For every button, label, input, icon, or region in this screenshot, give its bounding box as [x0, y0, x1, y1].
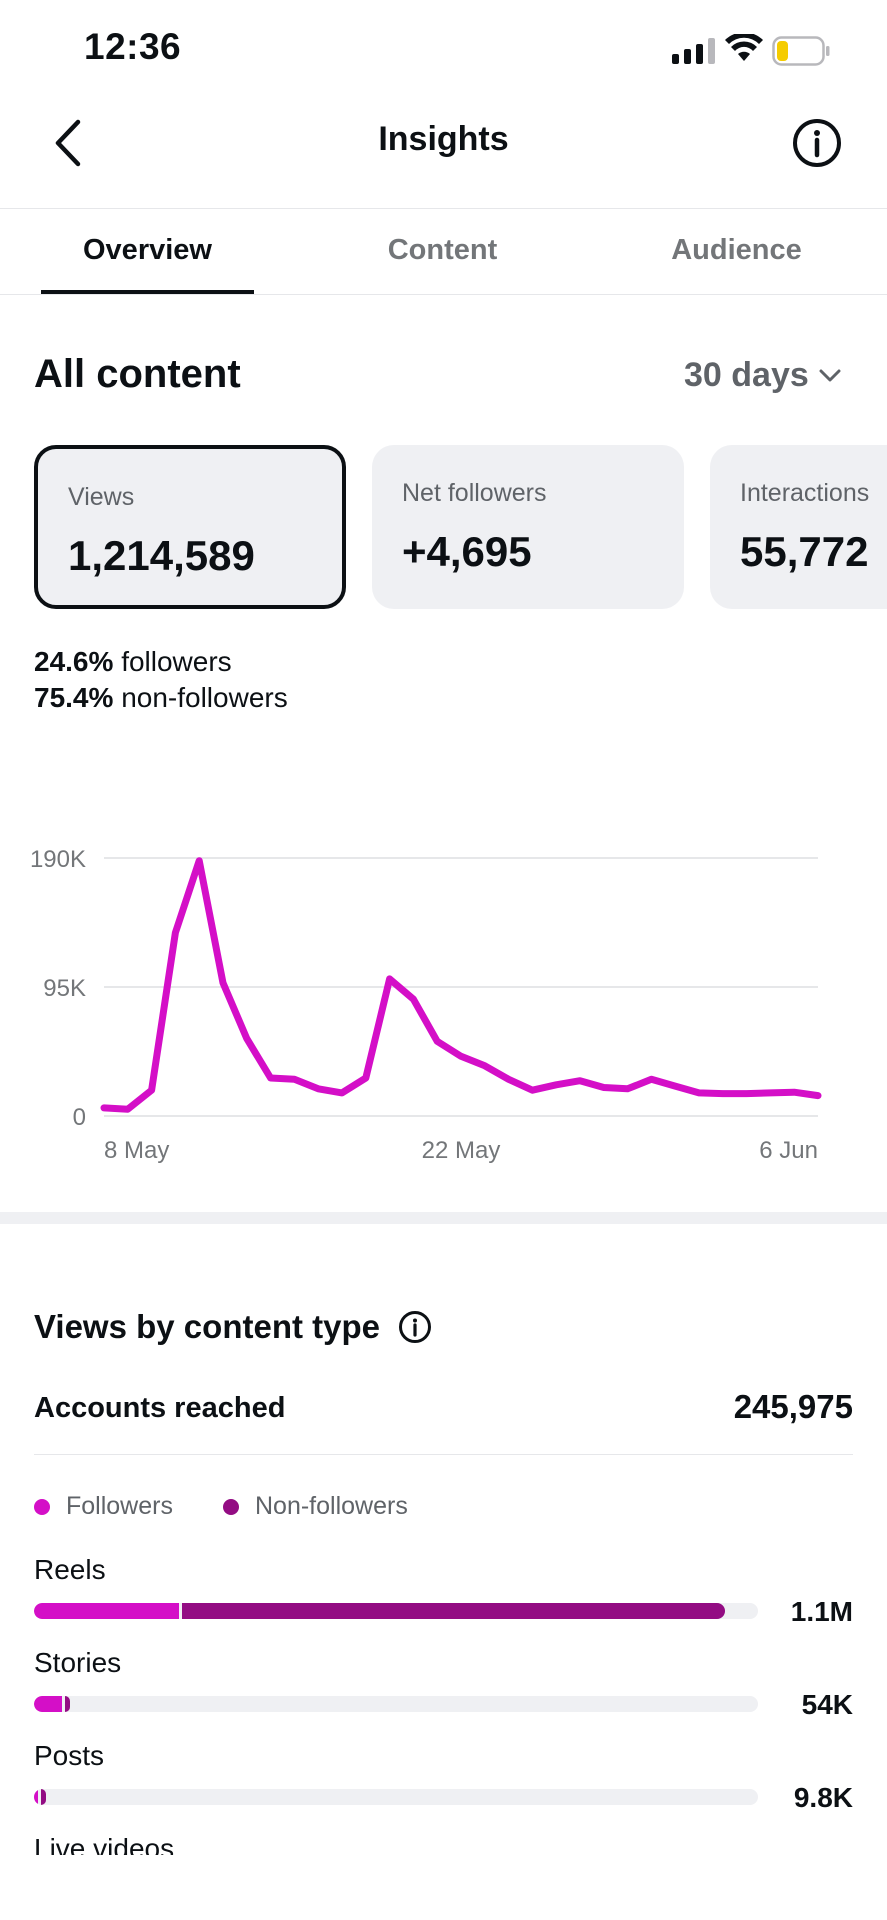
row-value-posts: 9.8K	[793, 1782, 853, 1813]
legend-label: Followers	[66, 1492, 173, 1520]
x-tick-label: 8 May	[104, 1137, 169, 1164]
audience-split: 24.6% followers 75.4% non-followers	[34, 644, 288, 716]
accounts-reached-label: Accounts reached	[34, 1392, 286, 1424]
row-value-stories: 54K	[801, 1689, 853, 1720]
y-tick-label: 95K	[43, 975, 86, 1002]
clipped-row: Live videos	[0, 1833, 887, 1855]
tab-audience[interactable]: Audience	[671, 234, 802, 266]
row-label-live-videos: Live videos	[34, 1833, 175, 1855]
page-title: Insights	[378, 120, 509, 158]
tab-overview[interactable]: Overview	[83, 234, 212, 266]
cellular-signal-icon	[672, 38, 715, 64]
status-time: 12:36	[84, 26, 182, 67]
y-tick-label: 0	[73, 1104, 86, 1131]
divider	[34, 1454, 853, 1455]
chart-legend: Followers Non-followers	[34, 1492, 458, 1521]
followers-percent: 24.6%	[34, 646, 114, 677]
legend-item-followers: Followers	[34, 1492, 173, 1521]
metric-card-value: 55,772	[740, 528, 869, 575]
x-tick-label: 22 May	[422, 1137, 501, 1164]
bar-track-posts	[34, 1789, 758, 1805]
y-tick-label: 190K	[30, 846, 86, 873]
date-range-label: 30 days	[684, 356, 809, 394]
nonfollowers-dot-icon	[222, 1498, 239, 1515]
info-icon[interactable]	[398, 1310, 432, 1344]
views-by-type-heading: Views by content type	[34, 1308, 380, 1345]
bar-segment-followers	[34, 1696, 62, 1712]
bar-segment-nonfollowers	[64, 1696, 71, 1712]
header-divider	[0, 208, 887, 209]
metric-card-label: Interactions	[740, 479, 870, 507]
chevron-down-icon	[819, 369, 841, 381]
row-value-reels: 1.1M	[790, 1596, 853, 1627]
bar-segment-nonfollowers	[181, 1603, 725, 1619]
metric-card-label: Net followers	[402, 479, 547, 507]
back-button[interactable]	[50, 118, 86, 173]
metric-card-views[interactable]: Views 1,214,589	[34, 445, 346, 609]
metric-card-value: +4,695	[402, 528, 532, 575]
views-line-chart: 190K 95K 0 8 May 22 May 6 Jun	[30, 846, 822, 1164]
active-tab-indicator	[41, 290, 254, 294]
legend-item-nonfollowers: Non-followers	[222, 1492, 408, 1521]
metric-card-net-followers[interactable]: Net followers +4,695	[372, 445, 684, 609]
tab-content[interactable]: Content	[387, 234, 498, 266]
row-label-reels: Reels	[34, 1554, 106, 1585]
row-label-stories: Stories	[34, 1647, 122, 1678]
followers-label: followers	[121, 646, 232, 677]
followers-dot-icon	[34, 1498, 50, 1515]
metric-card-interactions[interactable]: Interactions 55,772	[710, 445, 887, 609]
accounts-reached-value: 245,975	[733, 1388, 853, 1425]
metric-card-label: Views	[68, 483, 135, 511]
legend-label: Non-followers	[254, 1492, 408, 1520]
bar-segment-followers	[34, 1789, 39, 1805]
views-series-line	[100, 857, 822, 1113]
row-label-posts: Posts	[34, 1740, 105, 1771]
tabs-divider	[0, 294, 887, 295]
section-title: All content	[34, 352, 241, 396]
views-by-type-title: Views by content type	[34, 1308, 432, 1346]
bar-track-stories	[34, 1696, 758, 1712]
bar-segment-followers	[34, 1603, 179, 1619]
bar-track-reels	[34, 1603, 758, 1619]
metric-card-value: 1,214,589	[68, 532, 255, 579]
date-range-dropdown[interactable]: 30 days	[684, 356, 841, 395]
wifi-icon	[725, 32, 763, 67]
x-tick-label: 6 Jun	[759, 1137, 818, 1164]
nonfollowers-label: non-followers	[121, 682, 288, 713]
section-separator	[0, 1212, 887, 1224]
nonfollowers-percent: 75.4%	[34, 682, 114, 713]
bar-segment-nonfollowers	[41, 1789, 46, 1805]
battery-icon	[772, 36, 830, 71]
info-button[interactable]	[792, 118, 842, 173]
